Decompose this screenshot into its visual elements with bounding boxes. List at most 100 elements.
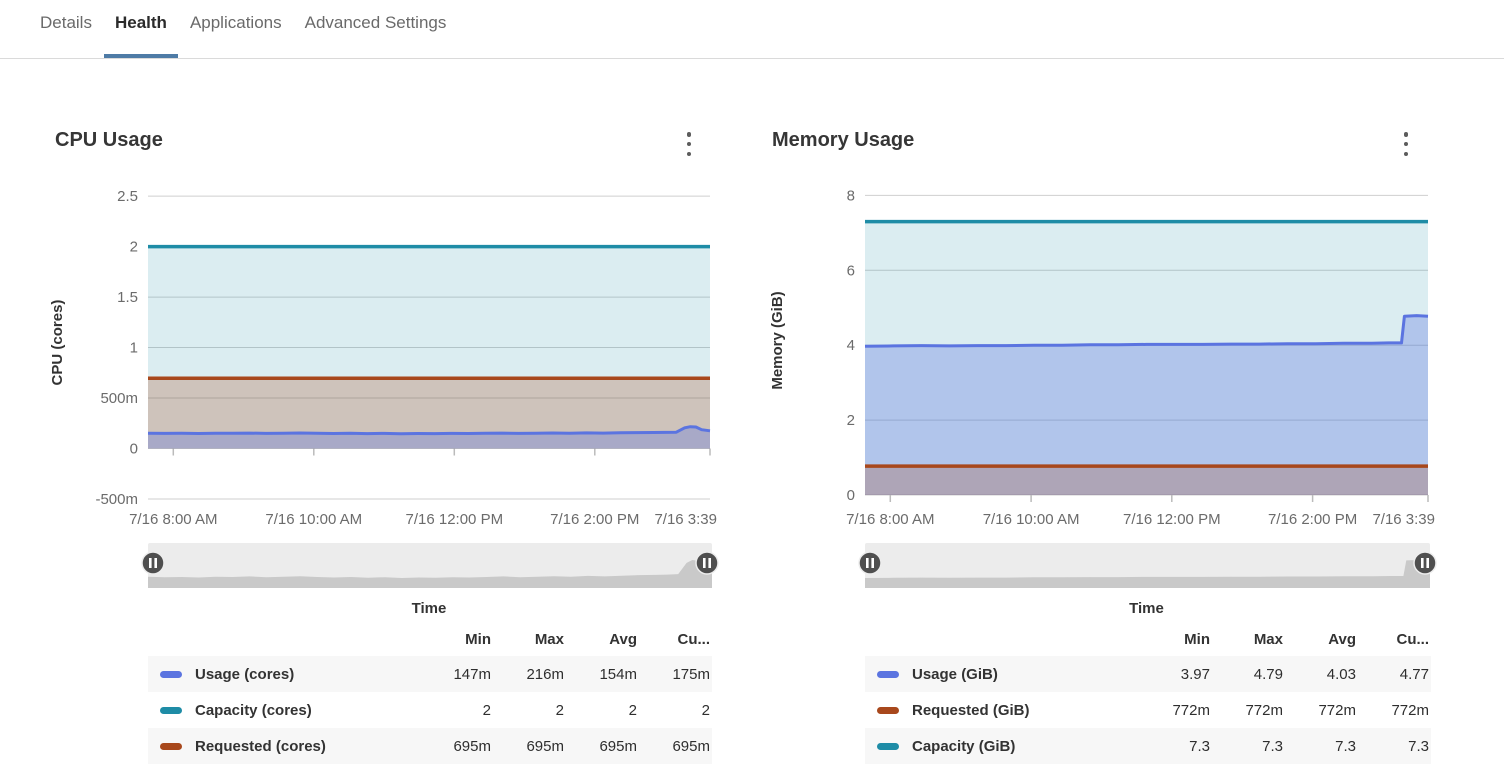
legend-stat-value: 7.3 bbox=[1335, 737, 1356, 755]
x-tick-label: 7/16 8:00 AM bbox=[846, 511, 934, 528]
legend-stat-value: 147m bbox=[453, 665, 491, 683]
legend-stat-value: 772m bbox=[1391, 701, 1429, 719]
legend-stat-value: 175m bbox=[672, 665, 710, 683]
legend-row: Usage (GiB) 3.97 4.79 4.03 4.77 bbox=[865, 656, 1431, 692]
cpu-legend-table: Min Max Avg Cu... Usage (cores) 147m 216m 154m 1… bbox=[148, 622, 712, 764]
legend-stat-value: 3.97 bbox=[1180, 665, 1210, 683]
legend-stat-value: 695m bbox=[526, 737, 564, 755]
legend-col-header: Max bbox=[1253, 630, 1283, 648]
slider-handle-right pause-icon[interactable] bbox=[1413, 551, 1437, 575]
series-area bbox=[148, 378, 710, 449]
cpu-chart: 2.5 2 1.5 1 500m 0 -500m CPU (cores) 7/16 8:00 A… bbox=[49, 188, 719, 617]
slider-handle-right pause-icon[interactable] bbox=[695, 551, 719, 575]
x-tick-label: 7/16 2:00 PM bbox=[550, 511, 639, 528]
series-area bbox=[148, 246, 710, 449]
y-axis-title: Memory (GiB) bbox=[769, 291, 786, 389]
legend-stat-value: 7.3 bbox=[1408, 737, 1429, 755]
legend-stat-value: 4.03 bbox=[1326, 665, 1356, 683]
cpu-chart-title: CPU Usage bbox=[55, 129, 163, 151]
legend-col-header: Min bbox=[465, 630, 491, 648]
y-tick-label: 2 bbox=[847, 412, 855, 429]
tab-applications[interactable]: Applications bbox=[189, 13, 282, 32]
slider-handle-left pause-icon[interactable] bbox=[141, 551, 165, 575]
tab-advanced-settings[interactable]: Advanced Settings bbox=[304, 13, 447, 32]
legend-stat-value: 154m bbox=[599, 665, 637, 683]
x-tick-label: 7/16 12:00 PM bbox=[1123, 511, 1221, 528]
tab-health[interactable]: Health bbox=[103, 0, 178, 58]
y-tick-label: 500m bbox=[100, 390, 138, 407]
legend-col-header: Cu... bbox=[1396, 630, 1430, 648]
tab-bar: Details Health Applications Advanced Set… bbox=[0, 0, 1504, 59]
legend-row: Requested (GiB) 772m 772m 772m 772m bbox=[865, 692, 1431, 728]
legend-stat-value: 7.3 bbox=[1262, 737, 1283, 755]
legend-series-label: Requested (cores) bbox=[160, 738, 418, 755]
series-color-swatch bbox=[160, 670, 182, 678]
memory-time-range-slider[interactable] bbox=[865, 543, 1430, 583]
y-axis-title: CPU (cores) bbox=[49, 300, 66, 386]
legend-stat-value: 2 bbox=[701, 701, 710, 719]
series-color-swatch bbox=[877, 670, 899, 678]
kebab-menu-icon[interactable] bbox=[1396, 131, 1416, 157]
legend-stat-value: 2 bbox=[482, 701, 491, 719]
series-area bbox=[148, 426, 710, 449]
legend-stat-value: 772m bbox=[1172, 701, 1210, 719]
y-tick-label: 6 bbox=[847, 262, 855, 279]
x-axis-title: Time bbox=[412, 600, 447, 617]
y-tick-label: -500m bbox=[95, 491, 138, 508]
x-tick-label: 7/16 12:00 PM bbox=[406, 511, 504, 528]
series-color-swatch bbox=[877, 706, 899, 714]
legend-row: Requested (cores) 695m 695m 695m 695m bbox=[148, 728, 712, 764]
legend-header-row: Min Max Avg Cu... bbox=[148, 622, 712, 656]
legend-row: Capacity (cores) 2 2 2 2 bbox=[148, 692, 712, 728]
series-area bbox=[865, 221, 1428, 495]
memory-chart: 8 6 4 2 0 Memory (GiB) 7/16 8:00 AM 7/16 10:00 … bbox=[769, 187, 1437, 617]
y-tick-label: 0 bbox=[847, 487, 855, 504]
legend-col-header: Max bbox=[534, 630, 564, 648]
x-axis-title: Time bbox=[1129, 600, 1164, 617]
legend-stat-value: 216m bbox=[526, 665, 564, 683]
legend-stat-value: 695m bbox=[672, 737, 710, 755]
legend-row: Capacity (GiB) 7.3 7.3 7.3 7.3 bbox=[865, 728, 1431, 764]
legend-stat-value: 4.79 bbox=[1253, 665, 1283, 683]
legend-stat-value: 4.77 bbox=[1399, 665, 1429, 683]
legend-stat-value: 2 bbox=[628, 701, 637, 719]
series-line bbox=[147, 425, 711, 436]
cpu-time-range-slider[interactable] bbox=[148, 543, 712, 583]
series-line bbox=[864, 314, 1429, 348]
legend-stat-value: 695m bbox=[453, 737, 491, 755]
y-tick-label: 4 bbox=[847, 337, 855, 354]
legend-col-header: Cu... bbox=[677, 630, 711, 648]
series-color-swatch bbox=[877, 742, 899, 750]
legend-stat-value: 7.3 bbox=[1189, 737, 1210, 755]
legend-col-header: Avg bbox=[1328, 630, 1356, 648]
x-tick-label: 7/16 3:39 bbox=[654, 511, 717, 528]
memory-legend-table: Min Max Avg Cu... Usage (GiB) 3.97 4.79 4.03 4.7… bbox=[865, 622, 1431, 764]
legend-series-label: Usage (cores) bbox=[160, 666, 418, 683]
legend-col-header: Avg bbox=[609, 630, 637, 648]
x-tick-label: 7/16 10:00 AM bbox=[983, 511, 1080, 528]
legend-series-label: Usage (GiB) bbox=[877, 666, 1137, 683]
tab-details[interactable]: Details bbox=[40, 13, 92, 32]
legend-series-label: Capacity (GiB) bbox=[877, 738, 1137, 755]
series-area bbox=[865, 315, 1428, 495]
legend-series-label: Requested (GiB) bbox=[877, 702, 1137, 719]
kebab-menu-icon[interactable] bbox=[679, 131, 699, 157]
series-area bbox=[865, 466, 1428, 495]
x-tick-label: 7/16 2:00 PM bbox=[1268, 511, 1357, 528]
y-tick-label: 2.5 bbox=[117, 188, 138, 205]
x-tick-label: 7/16 3:39 bbox=[1372, 511, 1435, 528]
legend-stat-value: 695m bbox=[599, 737, 637, 755]
x-tick-label: 7/16 8:00 AM bbox=[129, 511, 217, 528]
series-color-swatch bbox=[160, 706, 182, 714]
legend-col-header: Min bbox=[1184, 630, 1210, 648]
y-tick-label: 2 bbox=[130, 239, 138, 256]
memory-chart-title: Memory Usage bbox=[772, 129, 915, 151]
legend-row: Usage (cores) 147m 216m 154m 175m bbox=[148, 656, 712, 692]
series-color-swatch bbox=[160, 742, 182, 750]
y-tick-label: 8 bbox=[847, 187, 855, 204]
slider-handle-left pause-icon[interactable] bbox=[858, 551, 882, 575]
y-tick-label: 1 bbox=[130, 340, 138, 357]
legend-header-row: Min Max Avg Cu... bbox=[865, 622, 1431, 656]
legend-series-label: Capacity (cores) bbox=[160, 702, 418, 719]
y-tick-label: 1.5 bbox=[117, 289, 138, 306]
